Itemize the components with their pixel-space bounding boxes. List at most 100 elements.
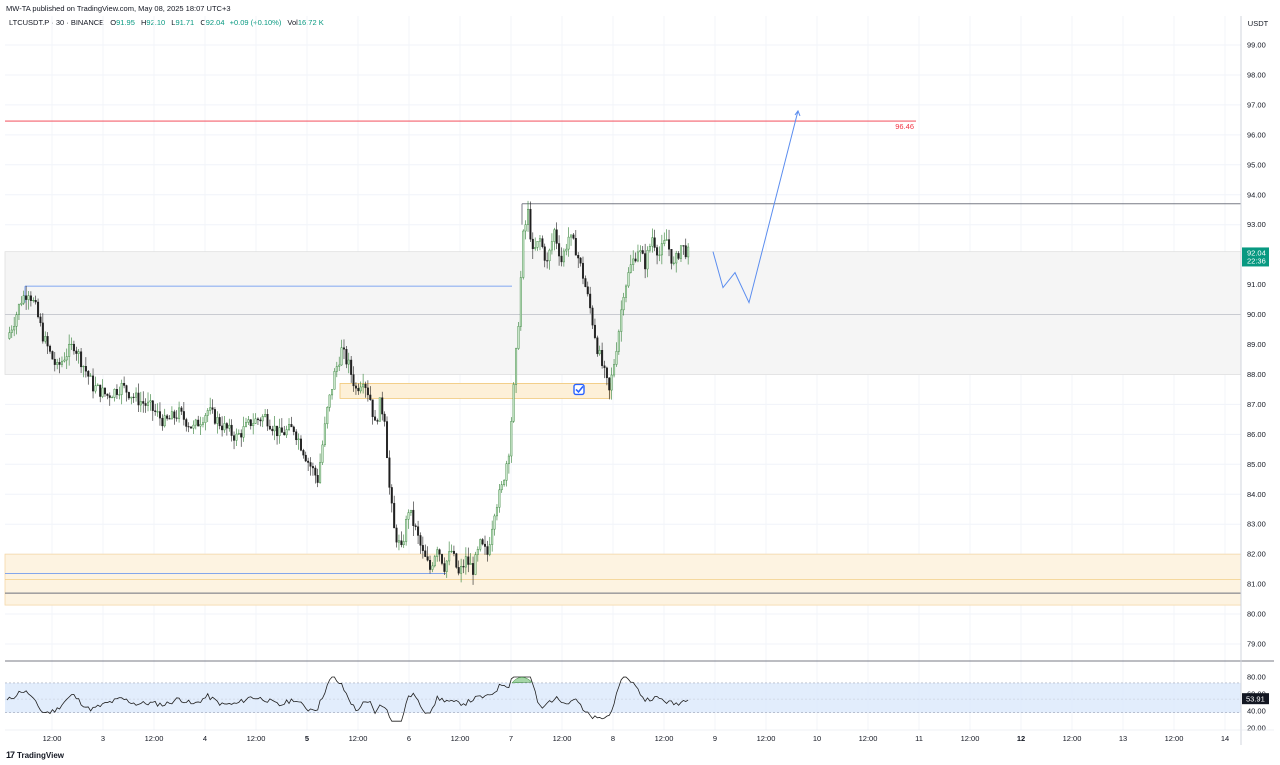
- candle-body: [390, 487, 393, 504]
- candle-body: [80, 351, 83, 368]
- candle-body: [593, 324, 596, 338]
- candle-body: [467, 556, 470, 565]
- candle-body: [393, 502, 396, 529]
- candle-body: [543, 246, 546, 261]
- price-tick-label: 97.00: [1247, 100, 1266, 109]
- candle-body: [452, 550, 455, 554]
- candle-body: [240, 433, 243, 438]
- projection-arrow-icon: [794, 109, 801, 117]
- candle-body: [209, 407, 212, 411]
- candle-body: [644, 253, 647, 270]
- candle-body: [412, 509, 415, 526]
- candle-body: [610, 374, 613, 391]
- candle-body: [235, 433, 238, 441]
- candle-body: [503, 480, 506, 485]
- candle-body: [288, 424, 291, 430]
- candle-body: [266, 414, 269, 427]
- high-label: H: [140, 18, 147, 27]
- candle-body: [660, 243, 663, 256]
- candle-body: [34, 300, 37, 303]
- candle-body: [331, 389, 334, 396]
- candle-body: [63, 359, 66, 362]
- candle-body: [345, 349, 348, 365]
- candle-body: [118, 394, 121, 396]
- candle-body: [378, 397, 381, 422]
- countdown-label: 22:36: [1247, 256, 1266, 265]
- price-tick-label: 91.00: [1247, 280, 1266, 289]
- candle-body: [70, 343, 73, 345]
- price-tick-label: 90.00: [1247, 310, 1266, 319]
- candle-body: [17, 304, 20, 315]
- candle-body: [29, 295, 32, 301]
- symbol-label[interactable]: LTCUSDT.P · 30 · BINANCE: [9, 18, 105, 27]
- candle-body: [37, 301, 40, 318]
- candle-body: [273, 425, 276, 432]
- candle-body: [147, 401, 150, 406]
- candle-body: [307, 460, 310, 463]
- candle-body: [216, 417, 219, 424]
- candle-body: [405, 518, 408, 542]
- candle-body: [125, 385, 128, 393]
- candle-body: [369, 394, 372, 401]
- high-value: 92.10: [146, 18, 166, 27]
- candle-body: [510, 421, 513, 457]
- candle-body: [364, 383, 367, 389]
- candle-body: [522, 230, 525, 278]
- candle-body: [546, 260, 549, 262]
- price-tick-label: 94.00: [1247, 190, 1266, 199]
- candle-body: [242, 426, 245, 438]
- candle-body: [149, 400, 152, 403]
- rsi-current-tag: [1242, 693, 1269, 705]
- candle-body: [679, 245, 682, 259]
- candle-body: [94, 385, 97, 392]
- candle-body: [228, 424, 231, 429]
- candle-body: [123, 383, 126, 386]
- candle-body: [92, 375, 95, 392]
- candle-body: [168, 418, 171, 420]
- time-tick-label: 12:00: [1063, 734, 1082, 743]
- time-tick-label: 12:00: [1165, 734, 1184, 743]
- candle-body: [99, 384, 102, 397]
- candle-body: [550, 241, 553, 251]
- candle-body: [321, 444, 324, 463]
- low-value: 91.71: [175, 18, 195, 27]
- symbol-legend: LTCUSDT.P · 30 · BINANCE O91.95 H92.10 L…: [9, 18, 324, 27]
- candle-body: [259, 419, 262, 422]
- candle-body: [173, 411, 176, 419]
- candle-body: [460, 566, 463, 574]
- candle-body: [252, 423, 255, 427]
- time-tick-label: 14: [1221, 734, 1229, 743]
- candle-body: [39, 316, 42, 324]
- check-mark-icon: [575, 385, 584, 394]
- candle-body: [127, 392, 130, 399]
- candle-body: [675, 253, 678, 264]
- candle-body: [589, 293, 592, 309]
- time-tick-label: 11: [915, 734, 923, 743]
- candle-body: [629, 264, 632, 273]
- candle-body: [658, 254, 661, 256]
- candle-body: [579, 257, 582, 264]
- candle-body: [354, 385, 357, 389]
- candle-body: [419, 535, 422, 546]
- candle-body: [223, 423, 226, 431]
- candle-body: [113, 389, 116, 398]
- candle-body: [10, 329, 13, 333]
- candle-body: [56, 362, 59, 365]
- candle-body: [328, 394, 331, 408]
- candle-body: [476, 549, 479, 555]
- candle-body: [206, 410, 209, 416]
- candle-body: [397, 540, 400, 543]
- candle-body: [648, 246, 651, 251]
- candle-body: [548, 249, 551, 262]
- time-tick-label: 12:00: [145, 734, 164, 743]
- candle-body: [233, 435, 236, 441]
- candle-body: [326, 407, 329, 425]
- candle-body: [292, 426, 295, 432]
- candle-body: [304, 454, 307, 462]
- candle-body: [120, 383, 123, 395]
- candle-body: [402, 541, 405, 546]
- price-tick-label: 81.00: [1247, 580, 1266, 589]
- candle-body: [309, 462, 312, 467]
- candle-body: [44, 336, 47, 342]
